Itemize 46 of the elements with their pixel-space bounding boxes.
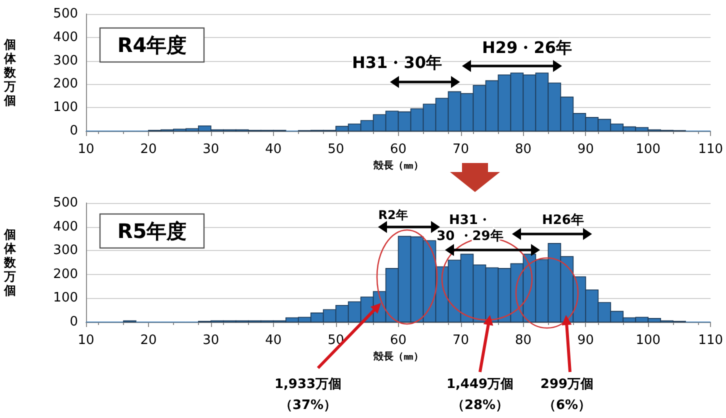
x-tick-label: 70 <box>452 142 470 157</box>
x-tick-label: 20 <box>140 333 157 348</box>
y-tick-label: 300 <box>53 53 78 68</box>
annotation: H31・30年 <box>352 53 442 72</box>
y-tick-label: 200 <box>53 76 78 92</box>
text: 299万個（6%） <box>540 377 594 413</box>
x-tick-label: 30 <box>202 333 220 348</box>
x-tick-label: 60 <box>390 333 407 348</box>
y-tick-label: 200 <box>53 266 78 282</box>
y-tick-label: 500 <box>53 196 78 210</box>
y-axis-title: 個体数万個 <box>3 38 17 108</box>
x-tick-label: 30 <box>202 142 220 157</box>
x-tick-label: 20 <box>140 142 157 157</box>
x-tick-label: 10 <box>78 142 94 157</box>
x-tick-label: 110 <box>698 333 724 348</box>
annotation: H29・26年 <box>482 38 572 57</box>
x-tick-label: 90 <box>577 142 594 157</box>
x-tick-label: 40 <box>265 142 282 157</box>
y-tick-label: 400 <box>53 30 78 45</box>
y-tick-label: 100 <box>53 290 78 306</box>
y-tick-label: 400 <box>53 219 78 234</box>
x-tick-label: 80 <box>514 333 532 348</box>
y-tick-label: 100 <box>53 100 78 116</box>
y-tick-label: 300 <box>53 243 78 258</box>
annotation: R2年 <box>378 208 408 222</box>
x-tick-label: 100 <box>636 142 661 157</box>
x-tick-label: 90 <box>577 333 594 348</box>
annotation: H26年 <box>542 213 584 228</box>
annotation: R5年度 <box>117 219 187 243</box>
annotation: R4年度 <box>117 33 187 57</box>
text: 1,933万個（37%） <box>274 377 342 413</box>
x-tick-label: 80 <box>514 142 532 157</box>
x-axis-title: 殻長（㎜） <box>372 350 424 362</box>
x-tick-label: 60 <box>390 142 407 157</box>
x-tick-label: 10 <box>78 333 94 348</box>
y-tick-label: 0 <box>70 124 78 138</box>
x-tick-label: 50 <box>328 142 344 157</box>
x-tick-label: 40 <box>265 333 282 348</box>
x-tick-label: 110 <box>698 142 724 157</box>
x-tick-label: 70 <box>452 333 470 348</box>
x-tick-label: 100 <box>636 333 661 348</box>
y-tick-label: 500 <box>53 6 78 22</box>
y-axis-title: 個体数万個 <box>3 228 17 298</box>
x-axis-title: 殻長（㎜） <box>372 160 424 172</box>
y-tick-label: 0 <box>70 314 78 330</box>
text: 1,449万個（28%） <box>446 377 514 413</box>
